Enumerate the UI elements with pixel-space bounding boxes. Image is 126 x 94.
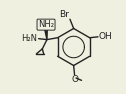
Text: NH₂: NH₂	[38, 20, 54, 29]
Text: Br: Br	[59, 10, 69, 19]
Text: O: O	[71, 75, 78, 84]
Polygon shape	[45, 30, 47, 40]
Text: H₂N: H₂N	[21, 34, 37, 43]
Text: OH: OH	[99, 32, 113, 41]
